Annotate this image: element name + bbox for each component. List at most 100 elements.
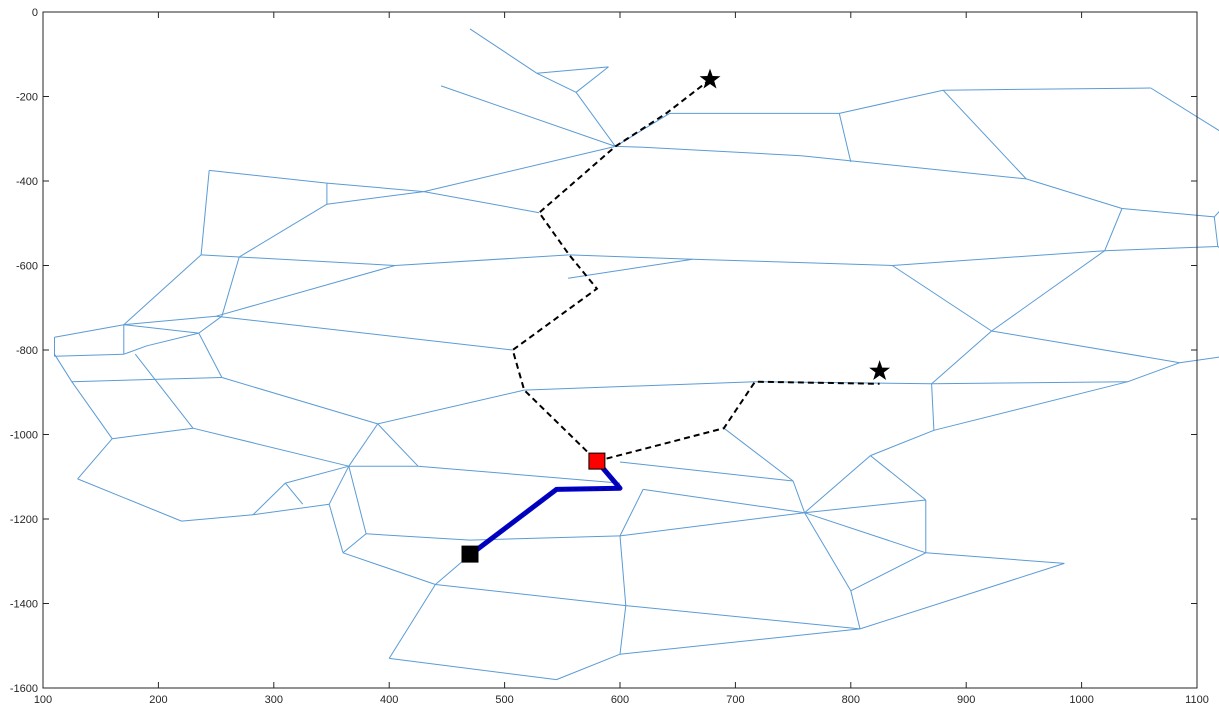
network-edge <box>124 346 147 354</box>
network-edge <box>1026 179 1122 209</box>
x-tick-label: 100 <box>34 694 52 706</box>
network-edge <box>693 259 893 265</box>
network-edge <box>349 466 366 534</box>
network-edge <box>620 536 626 606</box>
dashed-route <box>513 80 710 462</box>
network-edge <box>992 331 1180 363</box>
network-edge <box>620 629 860 654</box>
network-edge <box>870 430 934 455</box>
x-tick-label: 300 <box>265 694 283 706</box>
network-edge <box>1128 363 1180 382</box>
red-square-marker <box>589 453 605 469</box>
network-edge <box>112 428 193 439</box>
network-edge <box>1180 352 1219 363</box>
network-edge <box>395 255 569 266</box>
network-edge <box>932 384 934 431</box>
network-edge <box>78 439 113 479</box>
network-edge <box>329 504 343 553</box>
network-edge <box>643 489 805 512</box>
network-edge <box>793 481 805 513</box>
network-edge <box>193 428 349 466</box>
network-edge <box>805 513 926 553</box>
network-edge <box>222 257 239 316</box>
network-edge <box>801 156 1026 179</box>
y-tick-label: -400 <box>16 176 38 188</box>
network-edge <box>147 333 199 346</box>
network-edge <box>932 382 1128 384</box>
network-edge <box>620 489 643 536</box>
network-edge <box>992 251 1105 331</box>
network-edge <box>201 255 395 266</box>
network-edge <box>424 146 616 191</box>
network-edge <box>343 534 366 553</box>
network-edge <box>620 606 626 655</box>
network-edge <box>805 456 871 513</box>
axes-box <box>43 12 1197 688</box>
network-edge <box>209 170 327 183</box>
y-tick-label: -800 <box>16 345 38 357</box>
network-edge <box>253 504 329 515</box>
x-tick-label: 1100 <box>1185 694 1209 706</box>
network-edge <box>537 73 576 92</box>
network-edge <box>576 67 608 92</box>
network-edge <box>870 456 925 500</box>
x-tick-label: 700 <box>726 694 744 706</box>
star-marker <box>869 360 890 380</box>
y-tick-label: -600 <box>16 261 38 273</box>
network-edge <box>201 170 209 255</box>
network-edge <box>424 192 539 213</box>
network-edge <box>72 378 222 382</box>
network-edge <box>524 382 755 390</box>
network-edge <box>378 390 525 424</box>
network-edge <box>926 553 1065 564</box>
optimal-route <box>470 461 620 555</box>
star-marker <box>700 69 721 89</box>
road-network-edges <box>55 29 1219 680</box>
network-edge <box>199 316 222 333</box>
network-edge <box>620 462 793 481</box>
y-tick-label: -1200 <box>10 514 38 526</box>
network-edge <box>892 266 991 332</box>
network-edge <box>216 266 395 317</box>
network-edge <box>805 513 851 591</box>
network-edge <box>327 183 424 192</box>
route-paths <box>470 80 880 555</box>
network-edge <box>724 428 793 481</box>
x-tick-label: 200 <box>149 694 167 706</box>
network-edge <box>626 606 860 629</box>
network-edge <box>285 466 349 483</box>
x-tick-label: 600 <box>611 694 629 706</box>
x-tick-label: 1000 <box>1069 694 1093 706</box>
network-edge <box>932 331 992 384</box>
network-edge <box>72 382 112 439</box>
network-edge <box>124 325 199 333</box>
network-edge <box>55 325 124 338</box>
network-edge <box>222 378 378 424</box>
network-edge <box>1214 217 1218 247</box>
x-tick-label: 400 <box>380 694 398 706</box>
network-edge <box>349 424 378 466</box>
x-tick-label: 500 <box>495 694 513 706</box>
network-edge <box>1105 247 1218 251</box>
network-edge <box>435 585 625 606</box>
network-edge <box>343 553 435 585</box>
network-edge <box>1105 209 1122 251</box>
network-edge <box>389 585 435 659</box>
network-edge <box>327 192 424 205</box>
network-edge <box>366 534 470 540</box>
x-tick-label: 900 <box>957 694 975 706</box>
network-edge <box>839 113 851 162</box>
network-edge <box>805 500 926 513</box>
network-edge <box>615 146 643 147</box>
network-edge <box>851 553 926 591</box>
network-edge <box>135 354 193 428</box>
network-edge <box>378 424 418 466</box>
network-edge <box>1122 209 1214 217</box>
y-tick-label: -1600 <box>10 683 38 695</box>
black-square-marker <box>462 546 478 562</box>
network-edge <box>55 354 124 356</box>
network-edge <box>239 204 327 257</box>
route-markers <box>462 69 890 562</box>
network-edge <box>839 90 943 113</box>
